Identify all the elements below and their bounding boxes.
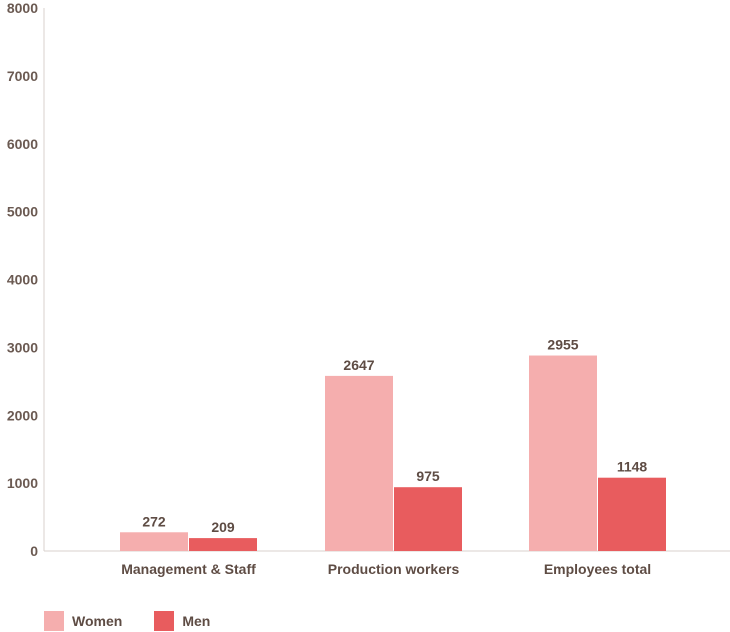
value-label: 975 [416, 468, 440, 484]
legend: Women Men [44, 611, 242, 631]
y-tick-label: 8000 [7, 0, 38, 16]
y-tick-label: 4000 [7, 272, 38, 288]
y-tick-label: 6000 [7, 136, 38, 152]
category-label: Production workers [328, 561, 460, 577]
y-tick-label: 7000 [7, 68, 38, 84]
bar-women [120, 532, 188, 551]
legend-label-women: Women [72, 613, 123, 629]
y-tick-label: 1000 [7, 475, 38, 491]
bars [120, 355, 666, 551]
legend-swatch-women [44, 611, 64, 631]
legend-item-men: Men [154, 611, 210, 631]
bar-women [325, 375, 393, 551]
legend-item-women: Women [44, 611, 122, 631]
category-labels: Management & Staff Production workers Empl… [121, 561, 651, 577]
bar-women [529, 355, 597, 551]
value-label: 209 [211, 519, 235, 535]
legend-swatch-men [154, 611, 175, 631]
legend-label-men: Men [182, 613, 211, 629]
value-label: 2955 [547, 337, 578, 353]
bar-chart: 0 1000 2000 3000 4000 5000 6000 7000 8000 272 209… [7, 0, 730, 577]
value-label: 272 [142, 513, 166, 529]
bar-men [189, 538, 257, 551]
y-tick-label: 5000 [7, 204, 38, 220]
y-tick-label: 2000 [7, 407, 38, 423]
y-tick-label: 0 [30, 543, 38, 559]
value-label: 2647 [343, 357, 374, 373]
category-label: Employees total [544, 561, 651, 577]
bar-men [394, 487, 462, 551]
value-labels: 272 209 2647 975 2955 1148 [142, 337, 647, 536]
y-tick-label: 3000 [7, 339, 38, 355]
value-label: 1148 [617, 459, 648, 475]
y-tick-labels: 0 1000 2000 3000 4000 5000 6000 7000 8000 [7, 0, 38, 559]
category-label: Management & Staff [121, 561, 256, 577]
bar-men [598, 477, 666, 551]
